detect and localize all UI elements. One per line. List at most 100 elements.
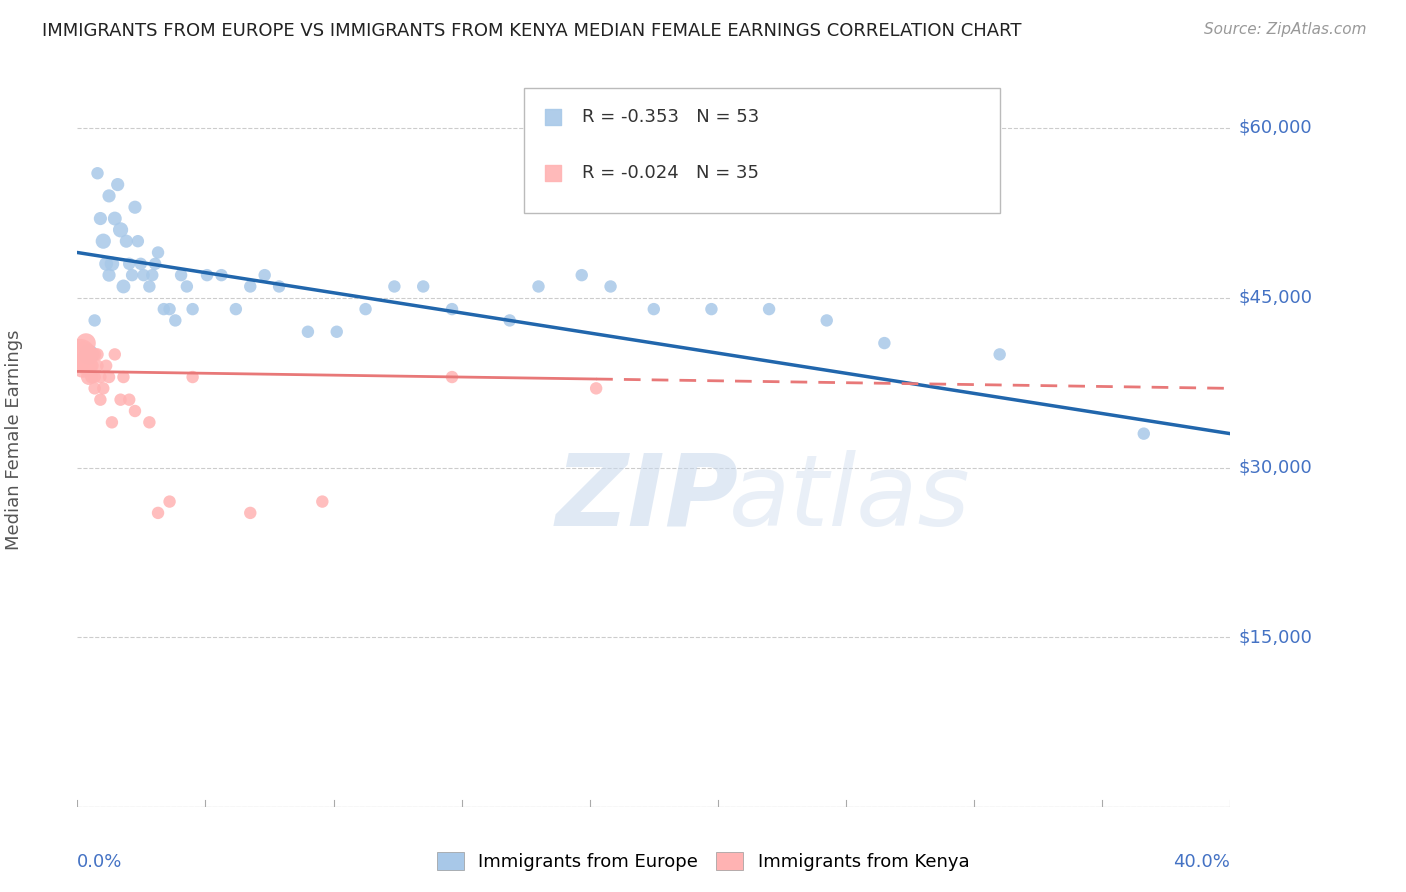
Point <box>441 302 464 317</box>
Point <box>110 392 132 407</box>
Point <box>96 257 118 271</box>
Point <box>96 359 118 373</box>
Point <box>129 257 152 271</box>
Text: R = -0.024   N = 35: R = -0.024 N = 35 <box>582 164 759 182</box>
Point <box>118 257 141 271</box>
Point <box>104 211 127 226</box>
Point <box>181 302 204 317</box>
Point <box>354 302 377 317</box>
Point <box>225 302 247 317</box>
Point <box>141 268 163 282</box>
Point <box>758 302 780 317</box>
Text: $15,000: $15,000 <box>1239 629 1313 647</box>
Point <box>98 370 121 384</box>
Point <box>159 494 181 508</box>
Point <box>101 415 124 429</box>
Point <box>80 359 103 373</box>
Text: 40.0%: 40.0% <box>1174 853 1230 871</box>
Text: Source: ZipAtlas.com: Source: ZipAtlas.com <box>1204 22 1367 37</box>
Point <box>643 302 665 317</box>
Point <box>104 347 127 361</box>
Point <box>571 268 593 282</box>
Point <box>72 359 94 373</box>
Point <box>72 347 94 361</box>
Point <box>815 313 838 327</box>
Point <box>143 257 166 271</box>
Point <box>527 279 550 293</box>
Point <box>83 313 105 327</box>
Point <box>146 245 169 260</box>
Text: R = -0.353   N = 53: R = -0.353 N = 53 <box>582 108 759 126</box>
Text: Median Female Earnings: Median Female Earnings <box>4 329 22 549</box>
Point <box>159 302 181 317</box>
Point <box>124 404 146 418</box>
Point <box>89 370 111 384</box>
Text: atlas: atlas <box>728 450 970 547</box>
Point <box>107 178 129 192</box>
Text: $30,000: $30,000 <box>1239 458 1313 476</box>
Point <box>75 336 97 351</box>
Point <box>83 347 105 361</box>
Point <box>873 336 896 351</box>
Point <box>267 279 291 293</box>
Point <box>118 392 141 407</box>
Point <box>239 506 262 520</box>
Point <box>115 234 138 248</box>
Point <box>89 211 111 226</box>
Point <box>412 279 434 293</box>
Point <box>124 200 146 214</box>
Point <box>69 347 91 361</box>
Point <box>541 110 564 124</box>
Point <box>80 370 103 384</box>
Point <box>253 268 276 282</box>
Point <box>132 268 155 282</box>
Point <box>98 268 121 282</box>
Point <box>170 268 193 282</box>
Text: $45,000: $45,000 <box>1239 289 1313 307</box>
Point <box>382 279 406 293</box>
Point <box>499 313 522 327</box>
Point <box>181 370 204 384</box>
Text: $60,000: $60,000 <box>1239 119 1313 137</box>
Point <box>700 302 723 317</box>
Point <box>441 370 464 384</box>
Point <box>153 302 174 317</box>
Point <box>599 279 621 293</box>
Point <box>165 313 187 327</box>
Point <box>585 381 607 395</box>
Point <box>541 166 564 180</box>
Point <box>176 279 198 293</box>
Point <box>77 347 100 361</box>
Point <box>297 325 319 339</box>
Point <box>86 166 108 180</box>
Point <box>138 415 160 429</box>
Point <box>138 279 160 293</box>
Legend: Immigrants from Europe, Immigrants from Kenya: Immigrants from Europe, Immigrants from … <box>429 845 977 879</box>
Point <box>127 234 149 248</box>
Text: IMMIGRANTS FROM EUROPE VS IMMIGRANTS FROM KENYA MEDIAN FEMALE EARNINGS CORRELATI: IMMIGRANTS FROM EUROPE VS IMMIGRANTS FRO… <box>42 22 1022 40</box>
Point <box>91 381 114 395</box>
Point <box>75 359 97 373</box>
FancyBboxPatch shape <box>524 88 1000 213</box>
Point <box>146 506 169 520</box>
Point <box>239 279 262 293</box>
Text: ZIP: ZIP <box>555 450 738 547</box>
Text: 0.0%: 0.0% <box>77 853 122 871</box>
Point <box>77 359 100 373</box>
Point <box>110 223 132 237</box>
Point <box>1133 426 1156 441</box>
Point <box>98 189 121 203</box>
Point <box>77 370 100 384</box>
Point <box>195 268 218 282</box>
Point <box>83 370 105 384</box>
Point <box>112 370 135 384</box>
Point <box>77 347 100 361</box>
Point <box>988 347 1011 361</box>
Point <box>86 347 108 361</box>
Point <box>311 494 333 508</box>
Point <box>101 257 124 271</box>
Point <box>80 347 103 361</box>
Point <box>86 359 108 373</box>
Point <box>83 381 105 395</box>
Point <box>89 392 111 407</box>
